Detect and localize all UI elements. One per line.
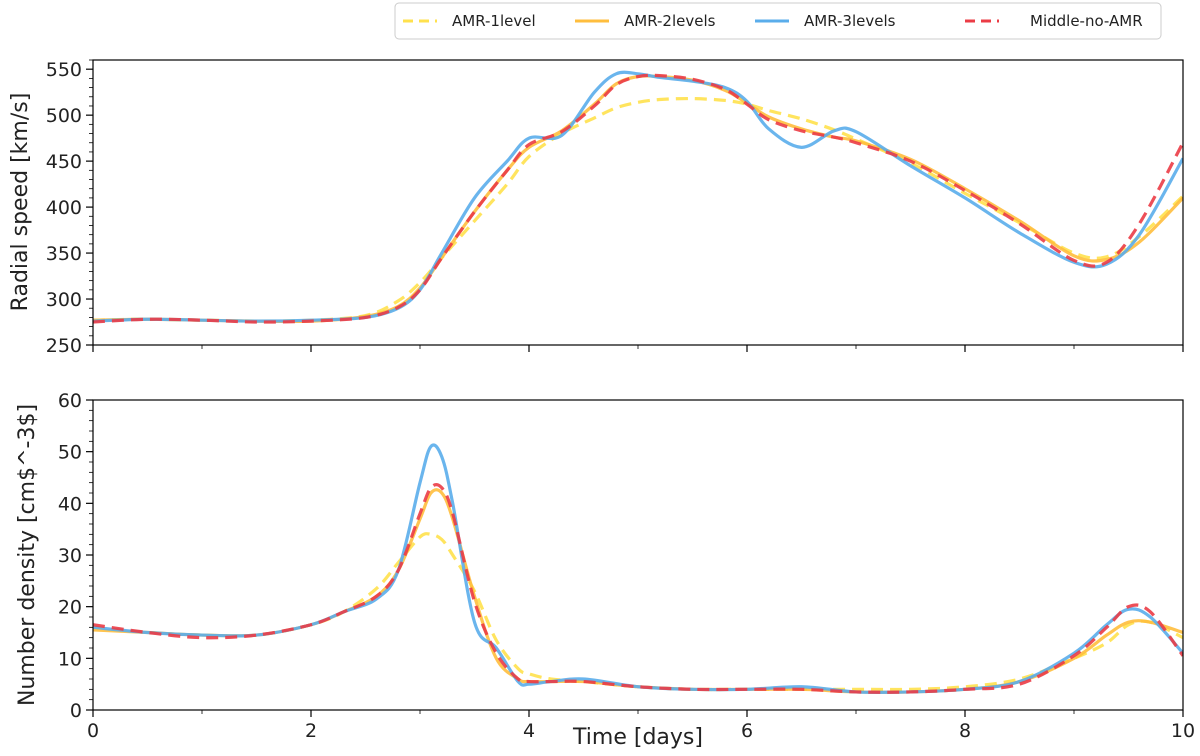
bottom-ytick-label: 20: [58, 597, 82, 619]
top-ytick-label: 500: [46, 105, 82, 127]
radial-speed-ticks: 250 300 350 400 450 500 550: [46, 59, 1184, 357]
number-density-series-group: [93, 443, 1183, 695]
radial-speed-axes-frame: [92, 59, 1184, 346]
top-series-amr3: [93, 70, 1183, 323]
top-ytick-label: 300: [46, 289, 82, 311]
time-xlabel: Time [days]: [572, 725, 703, 750]
legend: AMR-1level AMR-2levels AMR-3levels Middl…: [394, 2, 1162, 40]
legend-item-amr3: AMR-3levels: [755, 12, 896, 30]
bottom-series-amr3: [93, 443, 1183, 695]
radial-speed-ylabel: Radial speed [km/s]: [8, 93, 33, 312]
number-density-panel: 0 10 20 30 40 50 60 0 2 4 6 8 10 Number density [cm$…: [15, 390, 1195, 750]
legend-label-amr1: AMR-1level: [452, 12, 536, 30]
bottom-xtick-label: 2: [305, 720, 317, 742]
number-density-ticks: 0 10 20 30 40 50 60 0 2 4 6 8 10: [58, 390, 1195, 742]
legend-label-amr3: AMR-3levels: [804, 12, 896, 30]
bottom-ytick-label: 0: [70, 700, 82, 722]
bottom-ytick-label: 40: [58, 493, 82, 515]
bottom-ytick-label: 60: [58, 390, 82, 412]
legend-item-amr1: AMR-1level: [403, 12, 536, 30]
legend-item-middle: Middle-no-AMR: [965, 12, 1143, 30]
top-ytick-label: 250: [46, 335, 82, 357]
top-series-middle: [93, 73, 1183, 324]
bottom-series-amr1: [93, 532, 1183, 692]
radial-speed-series-group: [93, 70, 1183, 324]
top-ytick-label: 450: [46, 151, 82, 173]
bottom-xtick-label: 4: [523, 720, 535, 742]
number-density-axes-frame: [92, 399, 1184, 711]
bottom-xtick-label: 8: [959, 720, 971, 742]
bottom-ytick-label: 10: [58, 648, 82, 670]
top-ytick-label: 350: [46, 243, 82, 265]
top-ytick-label: 550: [46, 59, 82, 81]
top-ytick-label: 400: [46, 197, 82, 219]
top-series-amr1: [93, 96, 1183, 323]
bottom-ytick-label: 50: [58, 442, 82, 464]
bottom-series-amr2: [93, 488, 1183, 694]
legend-item-amr2: AMR-2levels: [575, 12, 716, 30]
bottom-ytick-label: 30: [58, 545, 82, 567]
bottom-series-middle: [93, 483, 1183, 694]
bottom-xtick-label: 0: [87, 720, 99, 742]
top-series-amr2: [93, 74, 1183, 324]
number-density-ylabel: Number density [cm$^-3$]: [15, 404, 40, 706]
radial-speed-panel: 250 300 350 400 450 500 550 Radial speed [km/s…: [8, 59, 1184, 357]
bottom-xtick-label: 6: [741, 720, 753, 742]
legend-label-middle: Middle-no-AMR: [1030, 12, 1143, 30]
legend-label-amr2: AMR-2levels: [624, 12, 716, 30]
bottom-xtick-label: 10: [1171, 720, 1195, 742]
